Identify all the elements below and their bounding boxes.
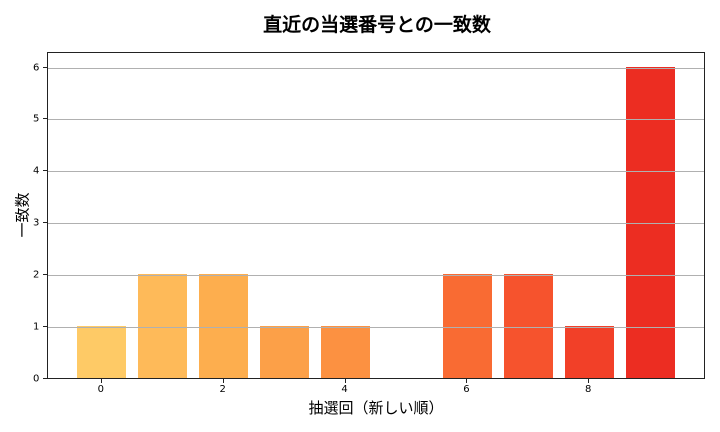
y-tick-label: 0: [33, 373, 40, 385]
x-tick-label: 4: [341, 384, 348, 395]
y-tick-mark: [43, 274, 47, 276]
bar: [625, 66, 675, 378]
y-tick-mark: [43, 326, 47, 328]
x-tick-label: 6: [463, 384, 470, 395]
gridline: [48, 119, 704, 121]
y-tick-mark: [43, 222, 47, 224]
x-tick-label: 8: [585, 384, 592, 395]
y-tick-mark: [43, 66, 47, 68]
y-tick-label: 2: [33, 269, 40, 281]
y-tick-mark: [43, 118, 47, 120]
gridline: [48, 327, 704, 329]
y-tick-label: 5: [33, 113, 40, 125]
x-tick-mark: [466, 379, 468, 383]
chart-title: 直近の当選番号との一致数: [263, 14, 491, 36]
bar: [199, 274, 249, 378]
bar: [77, 326, 127, 378]
bar: [443, 274, 492, 378]
gridline: [48, 67, 704, 69]
x-tick-mark: [222, 379, 224, 383]
y-tick-mark: [43, 170, 47, 172]
bar: [260, 326, 309, 378]
x-tick-mark: [588, 379, 590, 383]
bar: [503, 274, 553, 378]
x-tick-mark: [100, 379, 102, 383]
x-tick-label: 2: [219, 384, 226, 395]
gridline: [48, 275, 704, 277]
x-tick-mark: [344, 379, 346, 383]
y-tick-label: 1: [33, 321, 40, 333]
y-tick-label: 6: [33, 62, 40, 74]
bar: [564, 326, 614, 378]
bar: [138, 274, 188, 378]
gridline: [48, 223, 704, 225]
bar: [321, 326, 370, 378]
plot-area: [47, 52, 705, 379]
y-axis-label: 一致数: [13, 192, 32, 238]
x-tick-label: 0: [97, 384, 105, 395]
y-tick-label: 4: [33, 165, 40, 177]
y-tick-label: 3: [33, 217, 40, 229]
y-tick-mark: [43, 378, 47, 379]
x-axis-label: 抽選回（新しい順）: [308, 399, 444, 417]
gridline: [48, 171, 704, 173]
